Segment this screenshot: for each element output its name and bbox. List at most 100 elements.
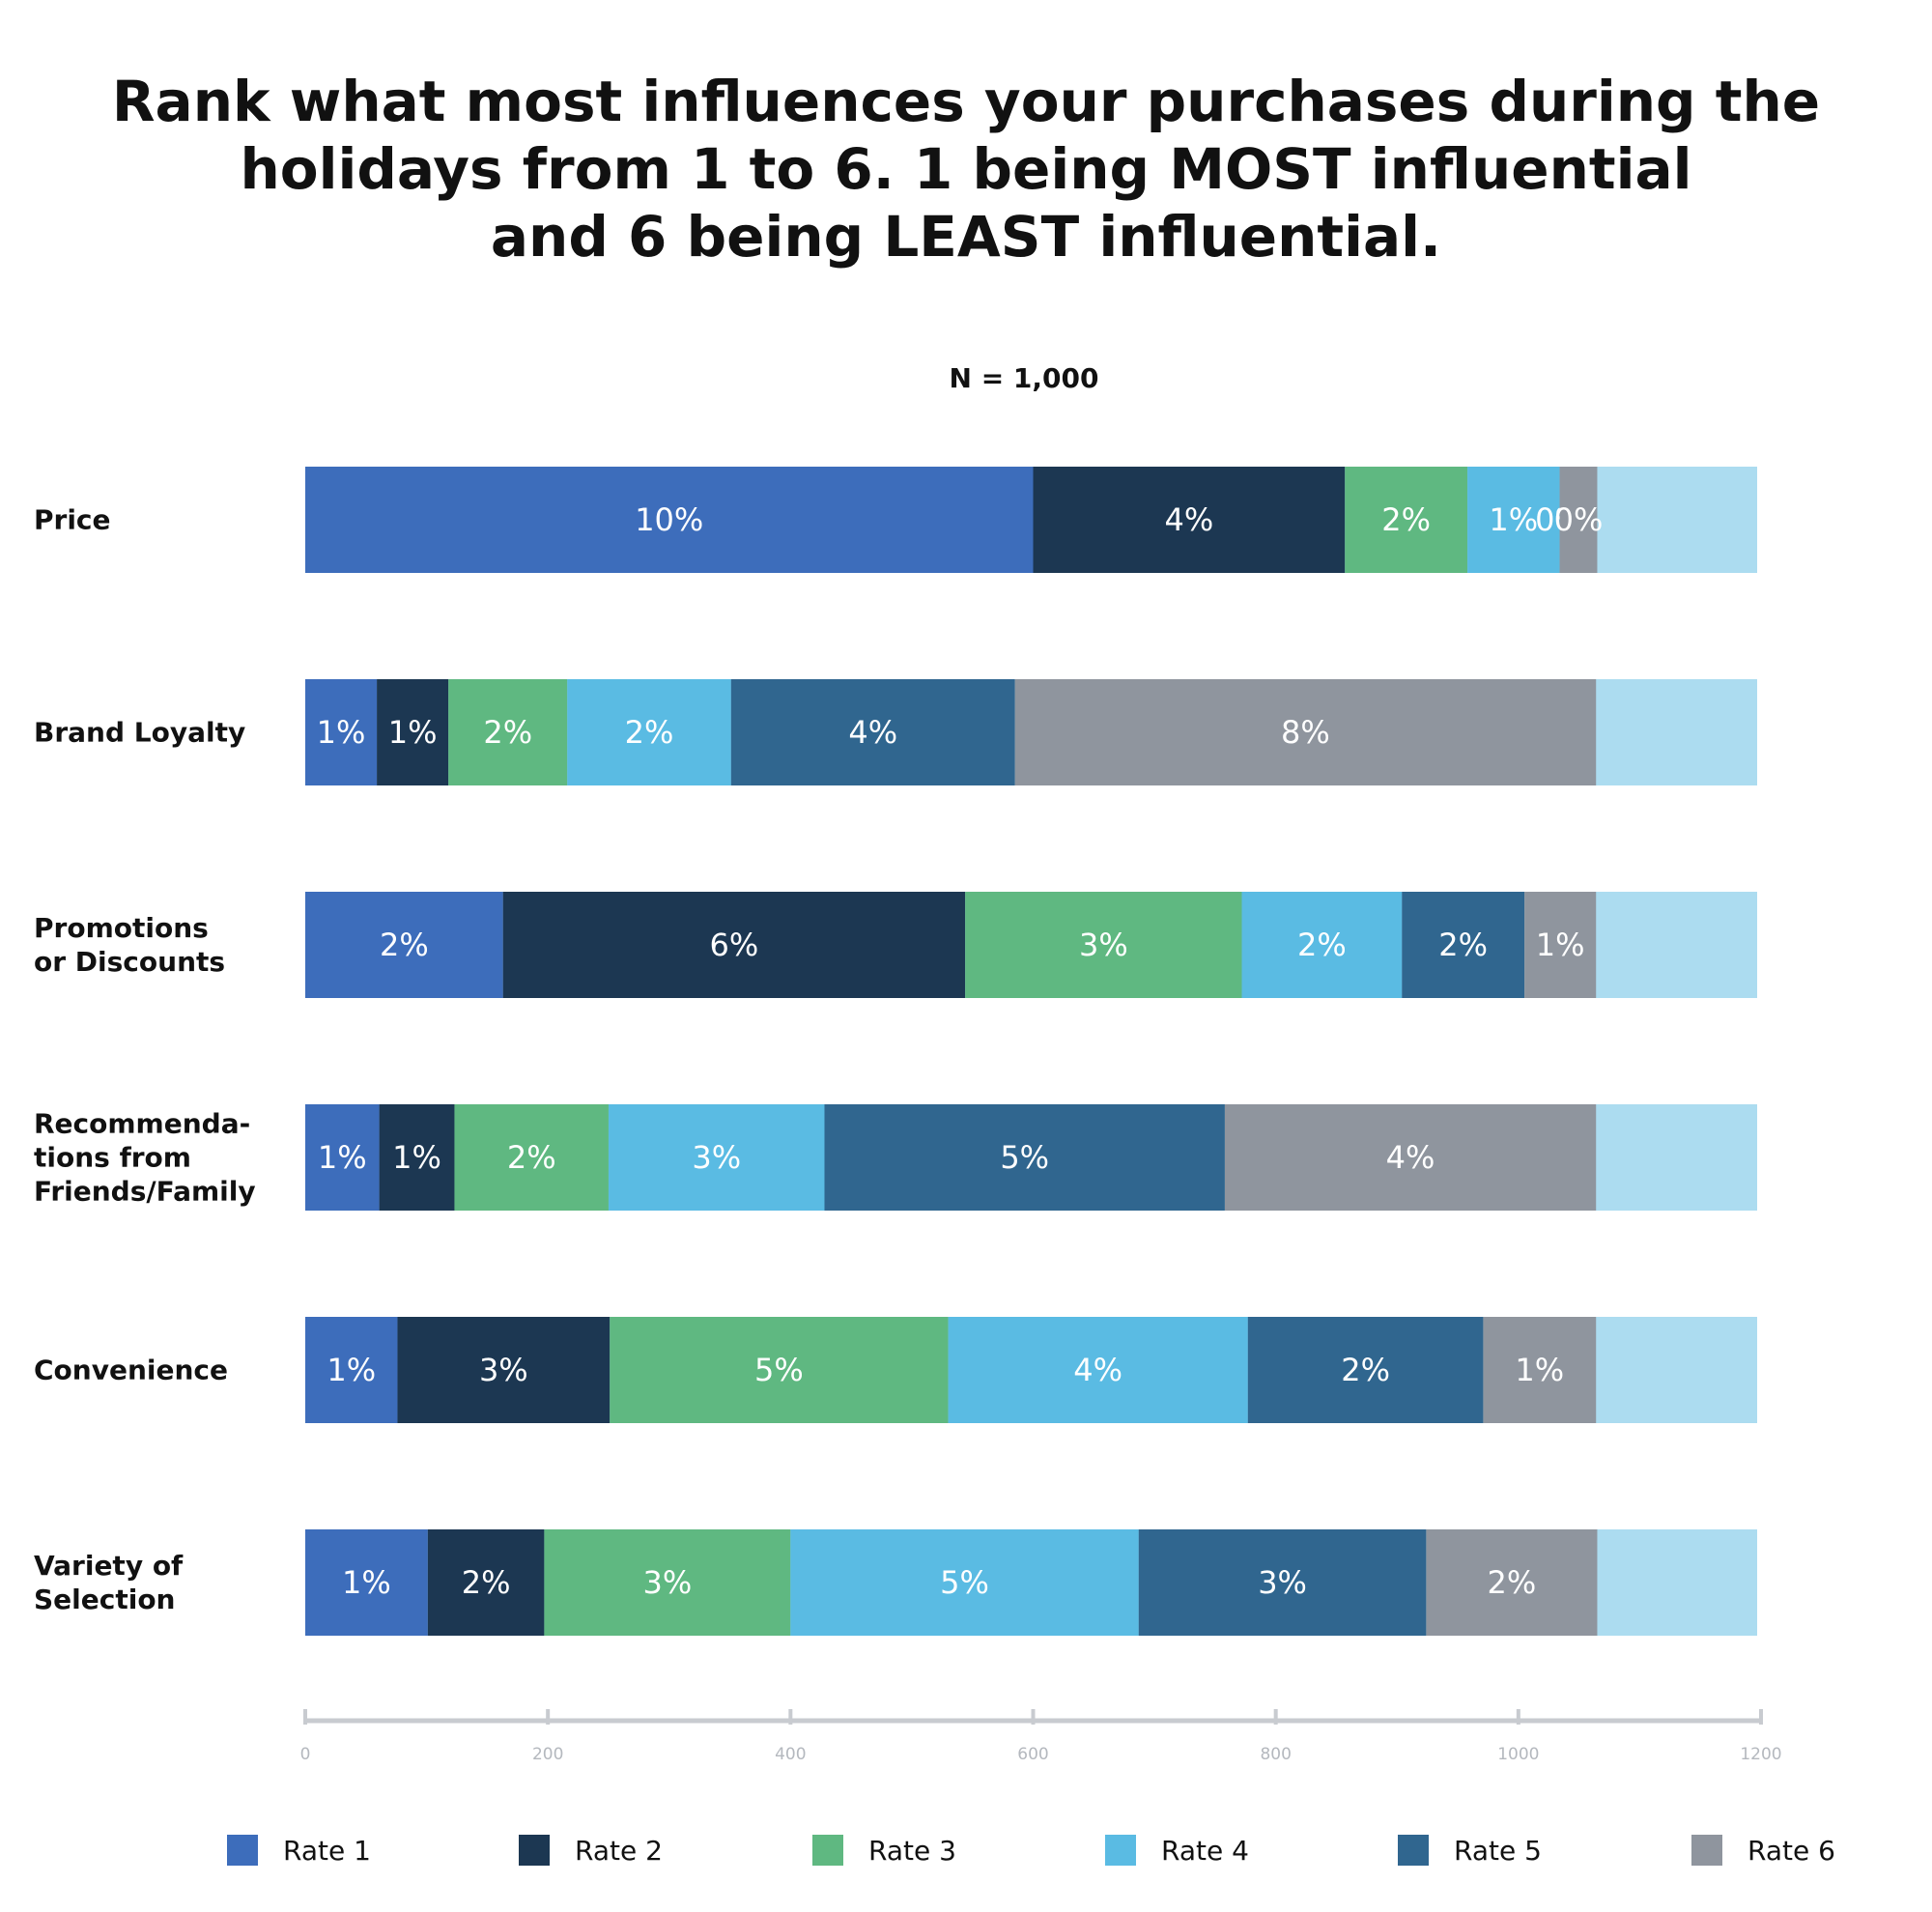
legend-label: Rate 2: [575, 1834, 663, 1867]
chart-subtitle: N = 1,000: [949, 362, 1099, 394]
data-label: 1%: [1515, 1352, 1564, 1388]
data-label: 1%: [1536, 927, 1585, 963]
category-label-line: Recommenda-: [34, 1107, 251, 1140]
bar-segment: [610, 1317, 949, 1423]
category-label-line: Convenience: [34, 1354, 229, 1386]
legend-item: Rate 6: [1691, 1826, 1835, 1874]
category-label-line: Brand Loyalty: [34, 716, 246, 749]
bar-segment: [427, 1529, 545, 1636]
bar-segment: [1033, 467, 1346, 573]
title-line-2: holidays from 1 to 6. 1 being MOST influ…: [240, 136, 1692, 202]
data-label: 10%: [635, 501, 703, 538]
bar-segment: [1524, 892, 1597, 998]
category-label-line: Friends/Family: [34, 1175, 256, 1208]
legend-item: Rate 2: [519, 1826, 663, 1874]
legend-item: Rate 5: [1398, 1826, 1542, 1874]
x-tick-label: 1200: [1740, 1745, 1781, 1764]
data-label: 4%: [1073, 1352, 1122, 1388]
data-label: 1%: [392, 1139, 441, 1176]
data-label: 5%: [754, 1352, 804, 1388]
x-tick-label: 1000: [1497, 1745, 1539, 1764]
legend-swatch: [227, 1835, 258, 1866]
legend-label: Rate 5: [1454, 1834, 1542, 1867]
bar-segment: [397, 1317, 611, 1423]
category-label-line: Promotions: [34, 912, 209, 944]
category-label: Brand Loyalty: [34, 716, 295, 750]
category-label-line: Variety of: [34, 1550, 184, 1582]
chart-legend: Rate 1 Rate 2 Rate 3 Rate 4 Rate 5 Rate 6: [0, 1826, 1932, 1874]
legend-item: Rate 3: [812, 1826, 956, 1874]
data-label: 2%: [1297, 927, 1347, 963]
legend-swatch: [1691, 1835, 1722, 1866]
bar-segment: [1345, 467, 1468, 573]
bar-segment: [305, 467, 1034, 573]
bar-segment: [305, 1104, 380, 1211]
data-label: 2%: [625, 714, 674, 751]
bar-segment: [305, 679, 378, 785]
category-label: Convenience: [34, 1354, 295, 1387]
legend-swatch: [519, 1835, 550, 1866]
data-label: 8%: [1281, 714, 1330, 751]
bar-segment: [377, 679, 449, 785]
bar-segment: [1467, 467, 1560, 573]
x-tick-label: 0: [300, 1745, 311, 1764]
data-label: 1%: [342, 1564, 391, 1601]
data-label: 1%: [327, 1352, 376, 1388]
bar-segment: [1402, 892, 1525, 998]
bar-segment: [379, 1104, 455, 1211]
data-label: 3%: [1258, 1564, 1307, 1601]
data-label: 6%: [710, 927, 759, 963]
category-label: Recommenda-tions from Friends/Family: [34, 1107, 295, 1209]
bar-segment: [1559, 467, 1598, 573]
data-label: 3%: [1079, 927, 1128, 963]
bar-segment: [965, 892, 1242, 998]
legend-item: Rate 4: [1105, 1826, 1249, 1874]
data-label: 2%: [483, 714, 532, 751]
bar-segment: [1241, 892, 1403, 998]
data-label: 2%: [1488, 1564, 1537, 1601]
bar-segment: [1247, 1317, 1484, 1423]
legend-label: Rate 1: [283, 1834, 371, 1867]
category-label-line: Selection: [34, 1584, 176, 1615]
legend-swatch: [1398, 1835, 1429, 1866]
category-label: Promotions or Discounts: [34, 911, 295, 979]
bar-segment: [305, 1529, 428, 1636]
bar-segment: [1138, 1529, 1427, 1636]
category-label-line: Price: [34, 503, 111, 536]
bar-segment: [1014, 679, 1597, 785]
bar-segment: [305, 892, 503, 998]
data-label: 3%: [479, 1352, 528, 1388]
category-label-line: tions from: [34, 1141, 191, 1174]
data-label: 2%: [507, 1139, 556, 1176]
bar-segment: [730, 679, 1015, 785]
bar-segment: [948, 1317, 1248, 1423]
bar-segment: [608, 1104, 825, 1211]
bar-segment: [544, 1529, 791, 1636]
data-label: 2%: [1341, 1352, 1390, 1388]
data-label: 3%: [642, 1564, 692, 1601]
data-label: 4%: [1386, 1139, 1435, 1176]
x-tick-label: 600: [1017, 1745, 1048, 1764]
data-label: 2%: [1438, 927, 1488, 963]
data-label: 3%: [692, 1139, 741, 1176]
data-label: 1%: [318, 1139, 367, 1176]
data-label: 1%: [1489, 501, 1538, 538]
bar-segment: [448, 679, 568, 785]
title-line-3: and 6 being LEAST influential.: [490, 204, 1442, 270]
bar-segment: [824, 1104, 1225, 1211]
category-label: Variety of Selection: [34, 1549, 295, 1616]
data-label: 1%: [388, 714, 438, 751]
bar-segment: [790, 1529, 1139, 1636]
bar-segment: [454, 1104, 609, 1211]
x-tick-label: 800: [1260, 1745, 1291, 1764]
legend-label: Rate 3: [868, 1834, 956, 1867]
legend-label: Rate 6: [1747, 1834, 1835, 1867]
bar-segment: [1426, 1529, 1598, 1636]
data-label: 2%: [380, 927, 429, 963]
legend-item: Rate 1: [227, 1826, 371, 1874]
data-label: 2%: [1381, 501, 1431, 538]
category-label: Price: [34, 503, 295, 537]
x-tick-label: 200: [532, 1745, 563, 1764]
x-tick-label: 400: [775, 1745, 806, 1764]
